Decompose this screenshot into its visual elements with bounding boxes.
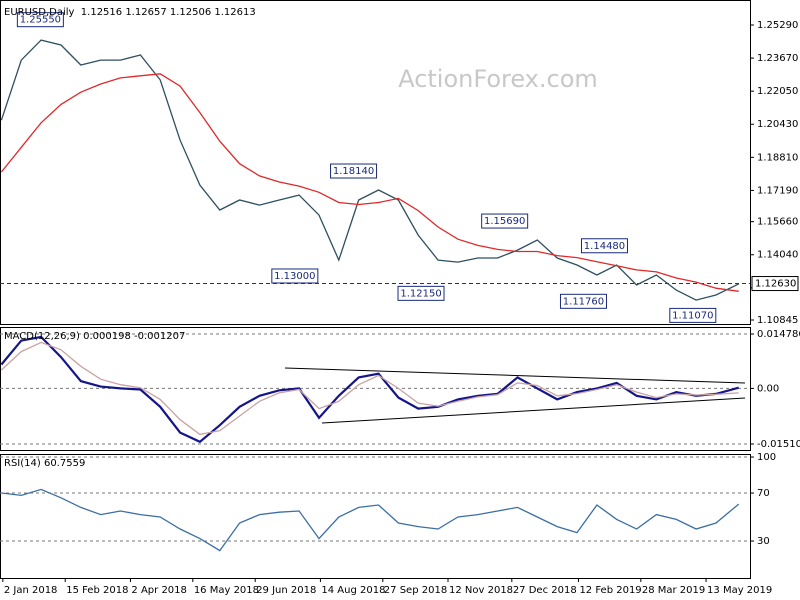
price-label: 1.18140	[333, 166, 374, 177]
y-tick-label: 1.25290	[757, 20, 798, 31]
series-line	[1, 488, 740, 552]
price-panel	[0, 0, 751, 325]
current-price-label: 1.12630	[755, 279, 796, 290]
series-line	[0, 73, 739, 292]
macd-panel	[0, 327, 751, 451]
x-tick-label: 14 Aug 2018	[321, 585, 385, 596]
series-line	[0, 39, 739, 301]
price-label: 1.11070	[672, 310, 713, 321]
x-tick-label: 2 Jan 2018	[4, 585, 58, 596]
x-tick-label: 13 May 2019	[707, 585, 772, 596]
y-tick-label: 1.15660	[757, 217, 798, 228]
macd-trendline	[321, 397, 746, 424]
y-tick-label: 0.014786	[757, 329, 800, 340]
panel-title: MACD(12,26,9) 0.000198 -0.001207	[4, 331, 185, 342]
price-label: 1.14480	[584, 241, 625, 252]
y-tick-label: 1.22050	[757, 86, 798, 97]
y-tick-label: 1.17190	[757, 185, 798, 196]
macd-trendline	[284, 367, 746, 384]
y-tick-label: 1.10845	[757, 315, 798, 326]
x-tick-label: 12 Feb 2019	[579, 585, 641, 596]
x-tick-label: 27 Dec 2018	[513, 585, 577, 596]
x-tick-label: 12 Nov 2018	[449, 585, 513, 596]
series-line	[0, 341, 739, 436]
price-label: 1.13000	[274, 271, 315, 282]
x-tick-label: 28 Mar 2019	[642, 585, 705, 596]
y-tick-label: 0.00	[757, 383, 779, 394]
y-tick-label: -0.015107	[757, 439, 800, 450]
price-label-box	[669, 307, 717, 323]
watermark: ActionForex.com	[398, 65, 598, 93]
price-label: 1.15690	[484, 216, 525, 227]
panel-title: EURUSD,Daily 1.12516 1.12657 1.12506 1.1…	[4, 7, 256, 18]
price-label-box	[481, 213, 529, 229]
price-label: 1.12150	[400, 288, 441, 299]
y-tick-label: 1.14040	[757, 250, 798, 261]
price-label-box	[16, 12, 64, 28]
rsi-panel	[0, 454, 751, 579]
x-tick-label: 27 Sep 2018	[384, 585, 447, 596]
price-label-box	[271, 268, 319, 284]
y-tick-label: 1.18810	[757, 152, 798, 163]
y-tick-label: 100	[757, 452, 776, 463]
x-tick-label: 2 Apr 2018	[131, 585, 186, 596]
y-tick-label: 1.23670	[757, 53, 798, 64]
current-price-box	[751, 276, 799, 292]
price-label-box	[559, 293, 607, 309]
panel-title: RSI(14) 60.7559	[4, 458, 85, 469]
price-label-box	[397, 285, 445, 301]
x-tick-label: 29 Jun 2018	[256, 585, 316, 596]
x-tick-label: 15 Feb 2018	[66, 585, 128, 596]
y-tick-label: 70	[757, 488, 770, 499]
price-label: 1.25550	[20, 15, 61, 26]
series-line	[0, 335, 739, 444]
price-label-box	[330, 163, 378, 179]
y-tick-label: 1.20430	[757, 119, 798, 130]
x-tick-label: 16 May 2018	[194, 585, 259, 596]
price-label-box	[580, 238, 628, 254]
price-label: 1.11760	[563, 296, 604, 307]
y-tick-label: 30	[757, 536, 770, 547]
